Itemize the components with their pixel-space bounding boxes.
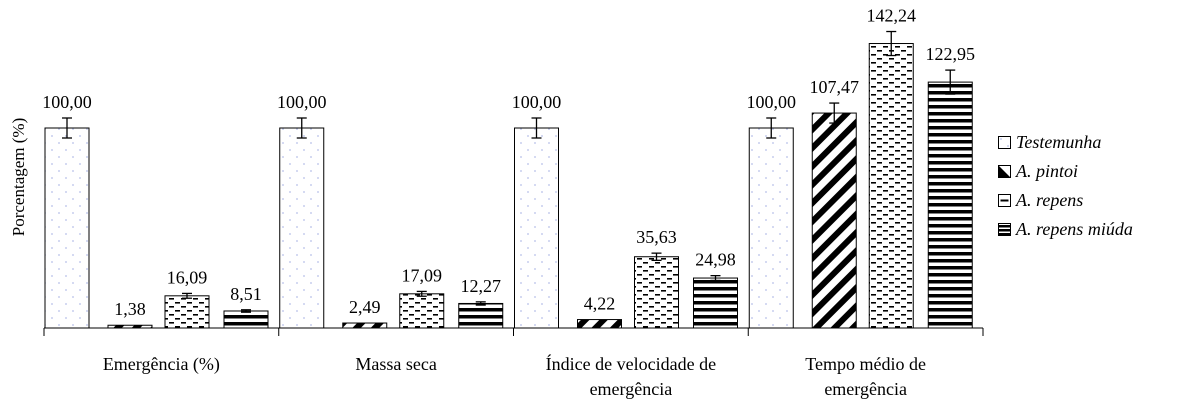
data-label: 100,00 <box>512 92 562 112</box>
x-tick-label: emergência <box>824 379 907 399</box>
bar <box>223 310 269 329</box>
bar <box>868 43 914 329</box>
x-tick-label: Tempo médio de <box>805 354 926 374</box>
data-label: 100,00 <box>42 92 92 112</box>
legend-label: A. repens <box>1016 190 1084 210</box>
bar <box>927 81 973 329</box>
data-label: 8,51 <box>230 284 262 304</box>
y-axis-label: Porcentagem (%) <box>9 118 28 236</box>
legend-item: Testemunha <box>998 128 1133 157</box>
data-label: 16,09 <box>167 267 208 287</box>
data-label: 107,47 <box>810 77 860 97</box>
data-label: 4,22 <box>584 294 616 314</box>
bar <box>458 302 504 329</box>
bar <box>634 256 679 329</box>
data-label: 12,27 <box>461 276 502 296</box>
legend-item: A. repens <box>998 186 1133 215</box>
bar <box>44 127 90 329</box>
bar <box>811 112 857 329</box>
legend-item: A. pintoi <box>998 157 1133 186</box>
data-label: 100,00 <box>747 92 797 112</box>
legend-swatch-a-repens-miuda <box>998 223 1011 236</box>
legend-label: A. repens miúda <box>1016 219 1133 239</box>
bar <box>514 127 559 329</box>
bar <box>342 322 388 329</box>
legend-swatch-a-repens <box>998 194 1011 207</box>
bar <box>693 277 738 329</box>
legend-label: Testemunha <box>1016 132 1102 152</box>
data-label: 24,98 <box>695 250 736 270</box>
bar <box>164 295 210 329</box>
legend-swatch-a-pintoi <box>998 165 1011 178</box>
legend-label: A. pintoi <box>1016 161 1078 181</box>
x-tick-label: Massa seca <box>355 354 436 374</box>
data-label: 2,49 <box>349 297 381 317</box>
bar-chart: Porcentagem (%) 100,00 1,38 16,09 8,51 Emerg… <box>9 6 984 399</box>
x-tick-label: Índice de velocidade de <box>546 353 716 374</box>
legend-item: A. repens miúda <box>998 215 1133 244</box>
bar <box>399 293 445 329</box>
bar <box>748 127 794 329</box>
data-label: 1,38 <box>114 299 146 319</box>
data-label: 100,00 <box>277 92 327 112</box>
data-label: 35,63 <box>636 227 677 247</box>
bar <box>577 319 622 329</box>
data-label: 122,95 <box>926 44 976 64</box>
x-tick-label: emergência <box>590 379 673 399</box>
data-label: 17,09 <box>402 265 443 285</box>
legend-swatch-testemunha <box>998 136 1011 149</box>
data-label: 142,24 <box>867 6 917 26</box>
bar <box>279 127 325 329</box>
legend: Testemunha A. pintoi A. repens A. repens… <box>998 128 1133 244</box>
x-tick-label: Emergência (%) <box>103 354 220 375</box>
